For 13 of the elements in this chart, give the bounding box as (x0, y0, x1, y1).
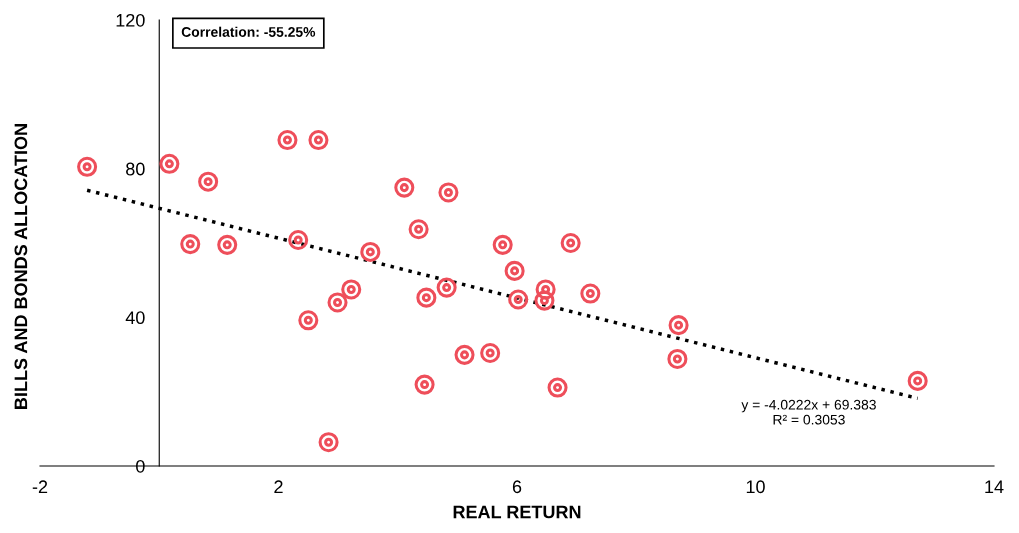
y-tick-label: 120 (116, 13, 145, 27)
x-tick-label: 10 (746, 480, 765, 494)
y-axis-title: BILLS AND BONDS ALLOCATION (14, 124, 28, 409)
x-tick-label: -2 (32, 480, 48, 493)
y-tick-label: 40 (125, 311, 145, 325)
x-tick-label: 14 (985, 480, 1004, 493)
y-tick-label: 0 (136, 459, 145, 473)
y-tick-label: 80 (126, 162, 145, 176)
annotation: Correlation: -55.25% (181, 26, 316, 37)
x-tick-label: 6 (512, 480, 522, 494)
annotation: y = -4.0222x + 69.383 R² = 0.3053 (741, 399, 876, 425)
x-axis-title: REAL RETURN (453, 505, 581, 519)
x-tick-label: 2 (274, 480, 283, 493)
